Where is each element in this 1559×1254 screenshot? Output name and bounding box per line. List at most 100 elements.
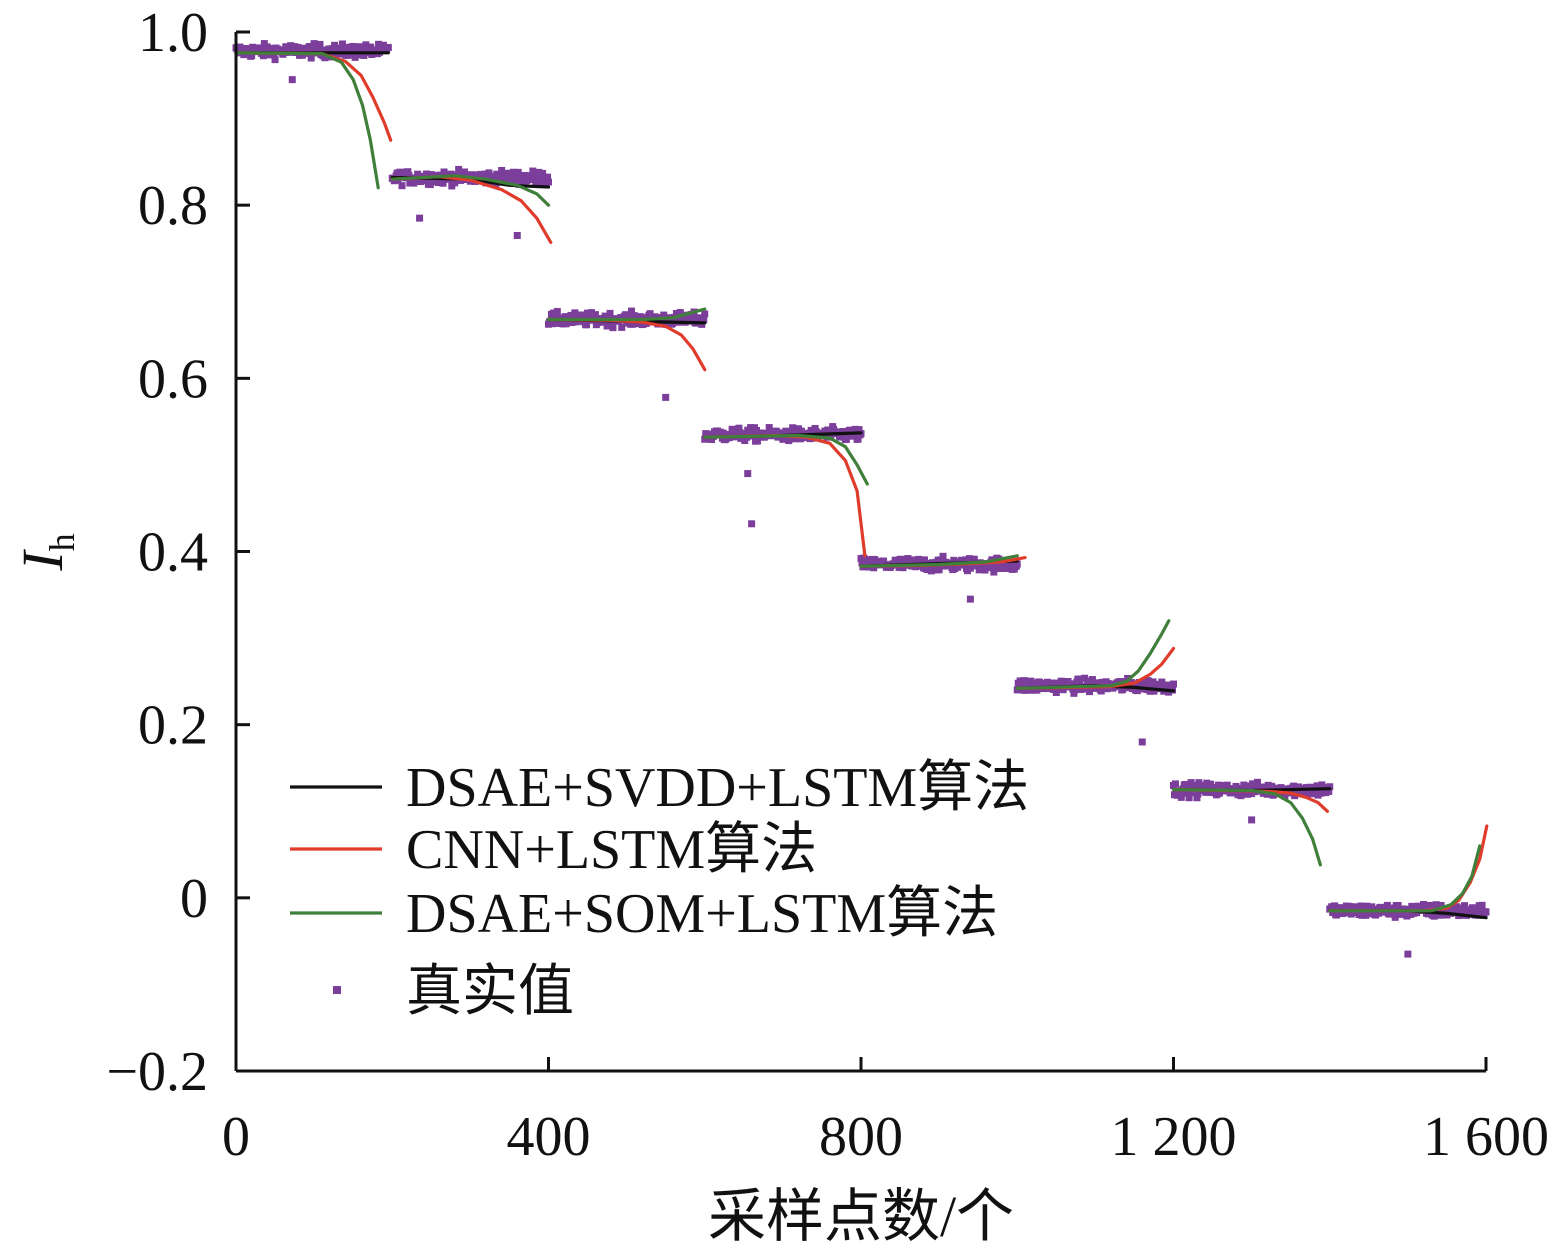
true-value-point bbox=[316, 40, 324, 48]
true-value-point bbox=[307, 54, 315, 62]
true-value-point bbox=[1453, 903, 1461, 911]
series-line-cnn-lstm bbox=[1328, 824, 1489, 913]
true-value-point bbox=[700, 316, 708, 324]
true-value-point bbox=[1478, 901, 1486, 909]
true-value-point bbox=[636, 313, 644, 321]
true-value-point bbox=[266, 51, 274, 59]
x-tick-label: 1 600 bbox=[1423, 1106, 1549, 1168]
true-value-point bbox=[379, 41, 387, 49]
true-value-point bbox=[1461, 902, 1469, 910]
series-line-dsae-som-lstm bbox=[390, 174, 551, 207]
true-value-point bbox=[854, 435, 862, 443]
true-value-point bbox=[1253, 778, 1261, 786]
true-value-point bbox=[288, 76, 296, 84]
true-value-point bbox=[1088, 676, 1096, 684]
true-value-point bbox=[630, 312, 638, 320]
true-value-point bbox=[1119, 685, 1127, 693]
y-axis-title-main: I bbox=[10, 549, 75, 572]
series-line-dsae-som-lstm bbox=[1015, 619, 1171, 690]
series-lines bbox=[234, 51, 1489, 920]
true-value-point bbox=[1424, 910, 1432, 918]
true-value-point bbox=[701, 310, 709, 318]
y-tick-label: 0.4 bbox=[138, 522, 208, 584]
true-value-point bbox=[248, 52, 256, 60]
svg-text:Ih: Ih bbox=[10, 533, 82, 571]
true-value-point bbox=[1223, 781, 1231, 789]
y-tick-label: 0.6 bbox=[138, 348, 208, 410]
true-value-point bbox=[544, 173, 552, 181]
y-axis-ticks: 1.0 0.8 0.6 0.4 0.2 0 −0.2 bbox=[106, 2, 250, 1103]
true-value-point bbox=[434, 179, 442, 187]
true-value-point bbox=[1189, 789, 1197, 797]
true-value-point bbox=[1138, 738, 1146, 746]
true-value-point bbox=[765, 424, 773, 432]
true-value-point bbox=[855, 426, 863, 434]
true-value-point bbox=[632, 320, 640, 328]
true-value-point bbox=[970, 555, 978, 563]
true-value-point bbox=[1248, 816, 1256, 824]
series-line-dsae-som-lstm bbox=[1171, 788, 1322, 867]
true-value-point bbox=[398, 182, 406, 190]
true-value-point bbox=[338, 40, 346, 48]
true-value-point bbox=[864, 556, 872, 564]
true-value-point bbox=[935, 566, 943, 574]
true-value-point bbox=[295, 44, 302, 52]
true-value-point bbox=[1084, 677, 1092, 685]
legend-label-cnn-lstm: CNN+LSTM算法 bbox=[406, 819, 817, 881]
true-value-point bbox=[1013, 560, 1021, 568]
true-value-point bbox=[1227, 785, 1235, 793]
y-tick-label: 1.0 bbox=[138, 2, 208, 64]
true-value-point bbox=[572, 318, 580, 326]
true-value-point bbox=[1158, 678, 1166, 686]
true-value-point bbox=[535, 168, 543, 176]
true-value-point bbox=[923, 566, 931, 574]
true-value-point bbox=[1097, 687, 1105, 695]
true-value-point bbox=[1185, 794, 1193, 802]
true-value-point bbox=[1033, 686, 1041, 694]
true-value-point bbox=[1394, 901, 1402, 909]
true-value-point bbox=[796, 435, 804, 443]
legend: DSAE+SVDD+LSTM算法 CNN+LSTM算法 DSAE+SOM+LST… bbox=[290, 757, 1029, 1023]
true-value-point bbox=[1149, 678, 1157, 686]
true-value-point bbox=[842, 435, 850, 443]
true-value-point bbox=[767, 427, 775, 435]
true-value-point bbox=[1028, 686, 1036, 694]
true-value-point bbox=[628, 307, 636, 315]
true-value-point bbox=[563, 313, 571, 321]
true-value-point bbox=[1208, 783, 1216, 791]
true-value-point bbox=[895, 563, 903, 571]
true-value-point bbox=[1432, 901, 1440, 909]
true-value-point bbox=[1404, 950, 1412, 958]
true-value-point bbox=[325, 45, 333, 53]
true-value-point bbox=[1426, 901, 1434, 909]
true-value-point bbox=[1177, 793, 1185, 801]
true-value-point bbox=[310, 40, 318, 48]
true-value-point bbox=[1292, 788, 1300, 796]
true-value-point bbox=[753, 437, 761, 445]
true-value-point bbox=[414, 170, 422, 178]
true-value-point bbox=[485, 169, 493, 177]
true-value-point bbox=[1146, 687, 1154, 695]
true-value-point bbox=[352, 46, 360, 54]
y-axis-title: Ih bbox=[10, 533, 82, 571]
true-value-point bbox=[426, 181, 434, 189]
true-value-point bbox=[609, 324, 617, 332]
true-value-point bbox=[920, 556, 928, 564]
true-value-point bbox=[990, 568, 998, 576]
true-value-point bbox=[676, 308, 684, 316]
true-value-point bbox=[626, 311, 634, 319]
true-value-point bbox=[788, 429, 796, 437]
true-value-point bbox=[606, 309, 614, 317]
true-value-point bbox=[839, 427, 847, 435]
true-value-point bbox=[367, 43, 375, 51]
series-line-dsae-som-lstm bbox=[1328, 844, 1482, 913]
true-value-point bbox=[1193, 794, 1201, 802]
true-value-point bbox=[1420, 900, 1427, 908]
x-tick-label: 0 bbox=[222, 1106, 250, 1168]
true-value-point bbox=[1068, 681, 1076, 689]
true-value-point bbox=[1250, 781, 1258, 789]
legend-label-true-value: 真实值 bbox=[406, 961, 574, 1023]
true-value-point bbox=[1170, 680, 1177, 688]
true-value-point bbox=[1205, 788, 1213, 796]
y-axis-title-sub: h bbox=[42, 533, 82, 551]
